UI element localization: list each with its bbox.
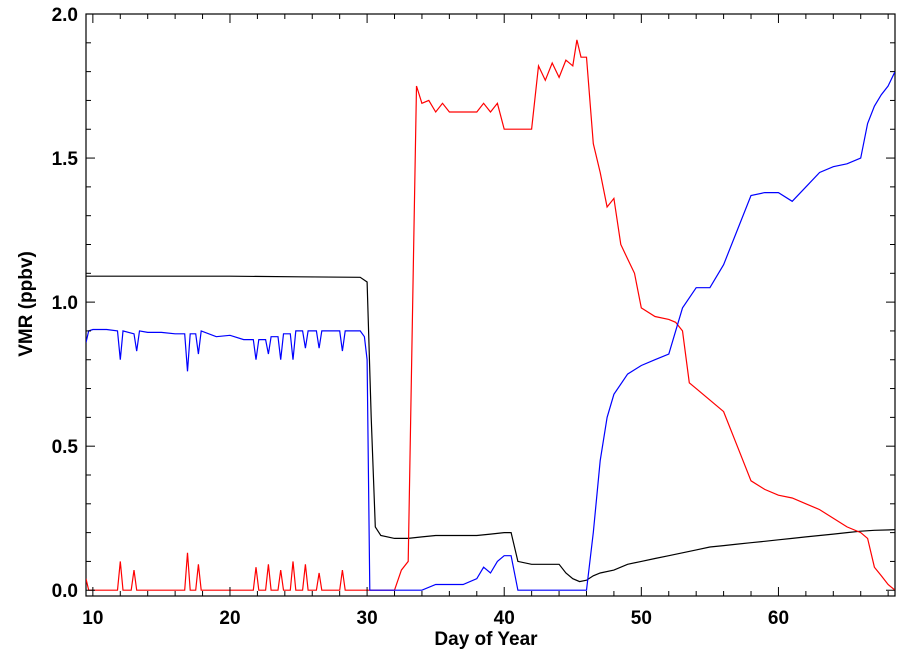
plot-frame: [85, 13, 896, 597]
y-tick-label: 2.0: [52, 5, 78, 26]
plot-border: [85, 13, 896, 597]
x-tick-label: 60: [768, 608, 789, 629]
tick-layer: [86, 13, 895, 596]
y-tick-label: 1.5: [52, 149, 79, 170]
y-tick-label: 0.0: [52, 581, 78, 602]
x-tick-label: 30: [357, 608, 378, 629]
series-layer: [86, 39, 895, 591]
x-axis-label: Day of Year: [434, 629, 538, 650]
tick-label-layer: 10 20 30 40 50 60 0.0 0.5 1.0 1.5 2.0: [52, 5, 789, 629]
y-axis-label: VMR (ppbv): [16, 251, 37, 357]
x-tick-label: 50: [631, 608, 652, 629]
x-tick-label: 20: [219, 608, 240, 629]
y-tick-label: 1.0: [52, 293, 78, 314]
series-line-2: [86, 39, 895, 591]
series-line-1: [86, 275, 895, 583]
y-tick-label: 0.5: [52, 437, 79, 458]
x-tick-label: 10: [82, 608, 103, 629]
series-line-3: [86, 71, 895, 591]
x-tick-label: 40: [494, 608, 515, 629]
